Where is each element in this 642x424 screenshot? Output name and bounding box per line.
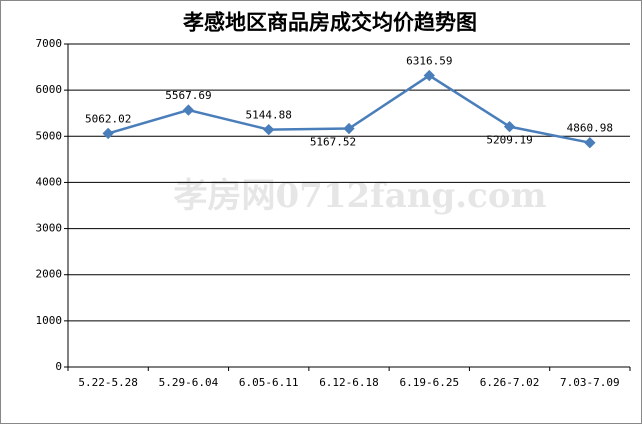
- data-label: 5209.19: [486, 134, 532, 147]
- x-tick-label: 6.05-6.11: [239, 376, 299, 389]
- y-tick-label: 0: [55, 360, 62, 373]
- marker: [503, 120, 516, 133]
- y-tick-label: 4000: [36, 175, 63, 188]
- y-tick-label: 2000: [36, 268, 63, 281]
- y-tick-label: 6000: [36, 83, 63, 96]
- data-label: 4860.98: [567, 122, 613, 135]
- x-tick-label: 6.19-6.25: [399, 376, 459, 389]
- x-tick-label: 6.26-7.02: [480, 376, 540, 389]
- data-label: 5567.69: [165, 89, 211, 102]
- chart-title: 孝感地区商品房成交均价趋势图: [183, 10, 477, 35]
- y-tick-label: 1000: [36, 314, 63, 327]
- x-tick-label: 7.03-7.09: [560, 376, 620, 389]
- marker: [584, 137, 596, 149]
- x-tick-label: 5.29-6.04: [159, 376, 219, 389]
- x-tick-label: 6.12-6.18: [319, 376, 379, 389]
- data-label: 6316.59: [406, 55, 452, 68]
- y-tick-label: 7000: [36, 37, 63, 50]
- x-tick-label: 5.22-5.28: [78, 376, 138, 389]
- data-label: 5167.52: [310, 136, 356, 149]
- y-tick-label: 5000: [36, 129, 63, 142]
- data-label: 5144.88: [246, 109, 292, 122]
- y-tick-label: 3000: [36, 222, 63, 235]
- data-label: 5062.02: [85, 112, 131, 125]
